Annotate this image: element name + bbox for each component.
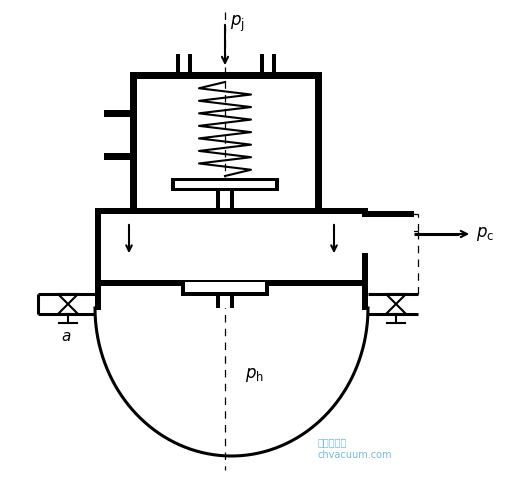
Bar [130, 72, 137, 215]
Bar [95, 280, 368, 286]
Bar [175, 181, 275, 188]
Bar [130, 208, 200, 215]
Bar [362, 217, 414, 253]
Bar [95, 208, 101, 286]
Bar [176, 54, 192, 79]
Bar [252, 208, 322, 215]
Bar [362, 211, 414, 253]
Bar [130, 72, 322, 79]
Bar [171, 178, 279, 191]
Bar [104, 110, 137, 160]
Bar [181, 280, 269, 296]
Bar [220, 191, 230, 308]
Text: 真空技术网
chvacuum.com: 真空技术网 chvacuum.com [318, 437, 392, 460]
Bar [362, 286, 368, 310]
Bar [362, 208, 368, 286]
Bar [264, 54, 272, 72]
Bar [180, 54, 188, 72]
Bar [104, 117, 130, 153]
Bar [95, 286, 101, 310]
Bar [185, 282, 265, 292]
Bar [216, 191, 234, 308]
Bar [101, 214, 362, 280]
Bar [95, 208, 368, 214]
Text: $p_\mathrm{h}$: $p_\mathrm{h}$ [245, 366, 264, 384]
Bar [260, 54, 276, 79]
Text: a: a [61, 329, 71, 344]
Bar [315, 72, 322, 215]
Text: $p_\mathrm{j}$: $p_\mathrm{j}$ [230, 14, 245, 34]
Text: $p_\mathrm{c}$: $p_\mathrm{c}$ [476, 225, 494, 243]
